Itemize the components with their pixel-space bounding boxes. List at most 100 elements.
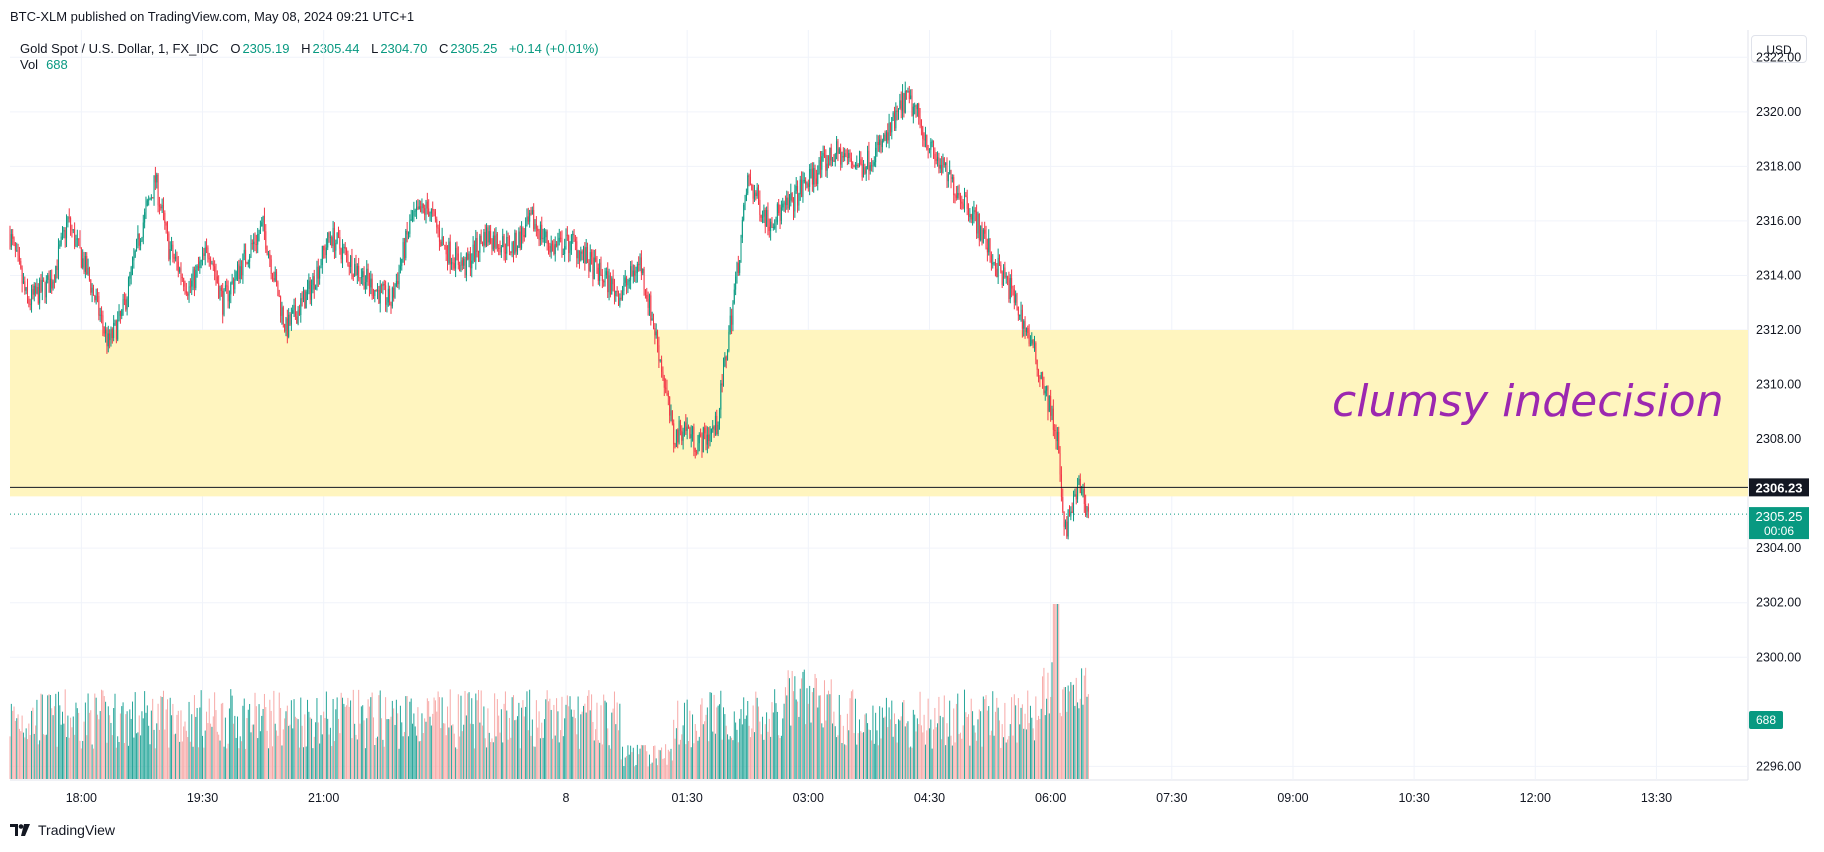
candle-body bbox=[141, 237, 143, 242]
volume-bar bbox=[482, 725, 484, 779]
volume-bar bbox=[103, 696, 105, 779]
volume-bar bbox=[986, 710, 988, 779]
volume-bar bbox=[667, 749, 669, 779]
candle-body bbox=[282, 307, 284, 325]
volume-bar bbox=[552, 738, 554, 779]
volume-bar bbox=[533, 746, 535, 779]
volume-bar bbox=[49, 694, 51, 779]
candle-body bbox=[961, 201, 963, 204]
volume-bar bbox=[793, 691, 795, 779]
candle-body bbox=[508, 238, 510, 252]
candle-body bbox=[562, 253, 564, 255]
candle-body bbox=[70, 217, 72, 230]
volume-bar bbox=[946, 723, 948, 779]
volume-bar bbox=[980, 711, 982, 779]
volume-bar bbox=[951, 745, 953, 779]
candle-body bbox=[215, 271, 217, 277]
volume-bar bbox=[714, 733, 716, 779]
volume-bar bbox=[756, 697, 758, 779]
candle-body bbox=[398, 269, 400, 285]
candle-body bbox=[604, 275, 606, 283]
candle-body bbox=[311, 285, 313, 300]
candle-body bbox=[212, 263, 214, 267]
candle-body bbox=[251, 243, 253, 245]
volume-bar bbox=[363, 720, 365, 779]
candle-body bbox=[41, 279, 43, 292]
candle-body bbox=[335, 243, 337, 251]
volume-bar bbox=[604, 700, 606, 779]
volume-bar bbox=[185, 730, 187, 779]
candle-body bbox=[906, 90, 908, 92]
candle-body bbox=[1009, 278, 1011, 300]
volume-bar bbox=[228, 708, 230, 779]
volume-bar bbox=[953, 708, 955, 779]
candle-body bbox=[609, 275, 611, 295]
volume-bar bbox=[636, 744, 638, 779]
volume-bar bbox=[888, 707, 890, 779]
candle-body bbox=[211, 263, 213, 265]
candle-body bbox=[708, 434, 710, 441]
volume-bar bbox=[892, 736, 894, 779]
candle-body bbox=[488, 231, 490, 243]
candle-body bbox=[526, 216, 528, 225]
annotation-text[interactable]: clumsy indecision bbox=[1332, 376, 1724, 427]
candle-body bbox=[840, 148, 842, 165]
candle-body bbox=[309, 280, 311, 300]
candle-body bbox=[45, 279, 47, 298]
volume-bar bbox=[127, 745, 129, 779]
candle-body bbox=[833, 160, 835, 162]
candle-body bbox=[918, 103, 920, 118]
volume-bar bbox=[180, 710, 182, 779]
candle-body bbox=[727, 350, 729, 361]
candle-body bbox=[255, 244, 257, 246]
currency-button[interactable]: USD bbox=[1751, 35, 1807, 63]
volume-bar bbox=[966, 716, 968, 779]
candle-body bbox=[631, 266, 633, 277]
volume-bar bbox=[269, 699, 271, 779]
candle-body bbox=[709, 434, 711, 441]
volume-bar bbox=[780, 735, 782, 779]
volume-bar bbox=[833, 711, 835, 779]
candle-body bbox=[76, 238, 78, 240]
candle-body bbox=[875, 147, 877, 163]
volume-bar bbox=[214, 692, 216, 779]
volume-bar bbox=[385, 697, 387, 779]
candle-body bbox=[177, 261, 179, 272]
volume-bar bbox=[142, 718, 144, 779]
volume-bar bbox=[821, 723, 823, 779]
candle-body bbox=[425, 201, 427, 215]
volume-bar bbox=[766, 712, 768, 779]
candle-body bbox=[732, 303, 734, 325]
x-tick-label: 10:30 bbox=[1398, 791, 1429, 805]
volume-bar bbox=[708, 741, 710, 779]
candle-body bbox=[949, 169, 951, 175]
candle-body bbox=[105, 329, 107, 334]
candle-body bbox=[938, 157, 940, 169]
volume-bar bbox=[421, 713, 423, 779]
volume-bar bbox=[273, 690, 275, 779]
candle-body bbox=[1062, 496, 1064, 512]
volume-bar bbox=[1011, 697, 1013, 779]
candle-body bbox=[249, 256, 251, 262]
volume-bar bbox=[453, 733, 455, 779]
volume-bar bbox=[395, 699, 397, 779]
volume-bar bbox=[436, 711, 438, 779]
candle-body bbox=[671, 410, 673, 424]
candle-body bbox=[700, 434, 702, 436]
volume-bar bbox=[928, 728, 930, 779]
volume-bar bbox=[417, 707, 419, 779]
volume-bar bbox=[542, 737, 544, 779]
volume-bar bbox=[930, 719, 932, 779]
volume-bar bbox=[18, 728, 20, 779]
volume-bar bbox=[16, 718, 18, 779]
volume-bar bbox=[596, 702, 598, 779]
volume-bar bbox=[939, 715, 941, 779]
footer-brand[interactable]: TradingView bbox=[10, 822, 115, 838]
volume-bar bbox=[401, 722, 403, 779]
volume-bar bbox=[755, 691, 757, 779]
candle-body bbox=[465, 253, 467, 276]
volume-bar bbox=[994, 711, 996, 779]
volume-bar bbox=[418, 741, 420, 779]
x-tick-label: 18:00 bbox=[66, 791, 97, 805]
